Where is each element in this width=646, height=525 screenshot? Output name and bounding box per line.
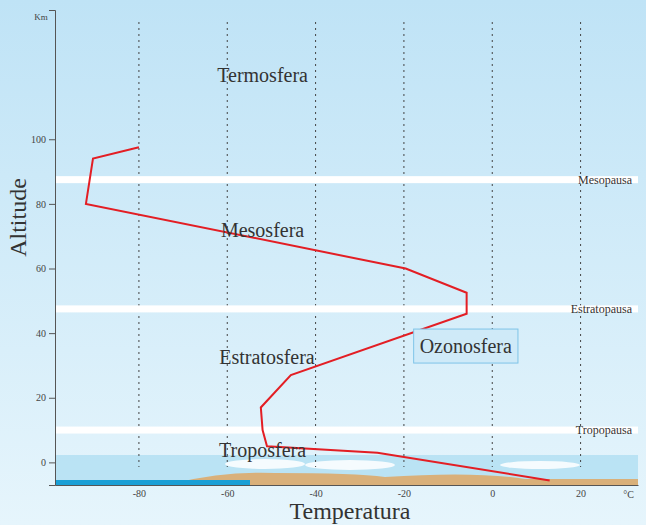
grid-line	[227, 22, 228, 467]
y-tick-label: 0	[41, 457, 46, 468]
boundary-band	[55, 176, 638, 183]
x-tick: -80	[133, 488, 146, 499]
ground-decoration	[55, 455, 638, 485]
grid-line	[138, 22, 139, 467]
grid-line	[492, 22, 493, 467]
temperature-line	[86, 147, 550, 480]
boundary-band	[55, 305, 638, 312]
cloud	[305, 460, 395, 470]
grid-line	[403, 22, 404, 467]
layer-label: Troposfera	[219, 439, 306, 462]
y-tick-mark	[49, 269, 55, 270]
cloud	[500, 461, 580, 469]
layer-label: Mesosfera	[221, 219, 304, 241]
y-tick: 20	[36, 392, 55, 403]
y-tick-label: 100	[31, 134, 46, 145]
background	[0, 0, 646, 525]
y-tick: 40	[36, 328, 55, 339]
x-tick-label: 20	[576, 488, 586, 499]
y-tick-mark	[49, 333, 55, 334]
y-axis-line	[49, 11, 56, 486]
y-tick: 100	[31, 134, 55, 145]
highlight-box	[414, 329, 518, 363]
plot-area: 020406080100-80-60-40-20020	[0, 11, 646, 500]
y-tick: 60	[36, 263, 55, 274]
y-tick-label: 20	[36, 392, 46, 403]
x-tick-label: 0	[490, 488, 495, 499]
y-axis-title: Altitude	[5, 178, 31, 257]
layer-label: Estratosfera	[219, 346, 315, 368]
x-tick: 0	[490, 488, 495, 499]
y-axis: 0 20 40 60 80 100	[31, 11, 56, 486]
y-tick: 0	[41, 457, 55, 468]
boundary-band	[55, 427, 638, 434]
y-tick-label: 40	[36, 328, 46, 339]
y-tick-mark	[49, 462, 55, 463]
y-unit: Km	[34, 12, 48, 22]
x-tick-label: -60	[221, 488, 234, 499]
x-unit: °C	[623, 489, 634, 500]
water	[55, 480, 250, 485]
y-tick-label: 80	[36, 199, 46, 210]
boundary-label: Tropopausa	[576, 423, 633, 437]
x-axis: -80-60-40-20020	[56, 486, 639, 500]
marks	[86, 147, 550, 480]
boundary-label: Mesopausa	[578, 173, 633, 187]
grid-line	[315, 22, 316, 467]
x-axis-title: Temperatura	[290, 498, 411, 524]
chart: 020406080100-80-60-40-20020TermosferaMes…	[0, 0, 646, 525]
x-tick: -60	[221, 488, 234, 499]
highlight-label: Ozonosfera	[420, 335, 512, 357]
y-tick-mark	[49, 204, 55, 205]
y-tick: 80	[36, 199, 55, 210]
annotations: Termosfera Mesosfera Estratosfera Troposfer…	[217, 64, 632, 463]
layer-label: Termosfera	[217, 64, 308, 86]
grid	[139, 22, 581, 467]
x-axis-line	[56, 485, 639, 486]
y-tick-mark	[49, 139, 55, 140]
x-tick-label: -80	[133, 488, 146, 499]
y-tick-label: 60	[36, 263, 46, 274]
land	[55, 473, 638, 485]
boundary-label: Estratopausa	[571, 302, 633, 316]
x-tick: 20	[576, 488, 586, 499]
y-tick-mark	[49, 398, 55, 399]
grid-line	[580, 22, 581, 467]
